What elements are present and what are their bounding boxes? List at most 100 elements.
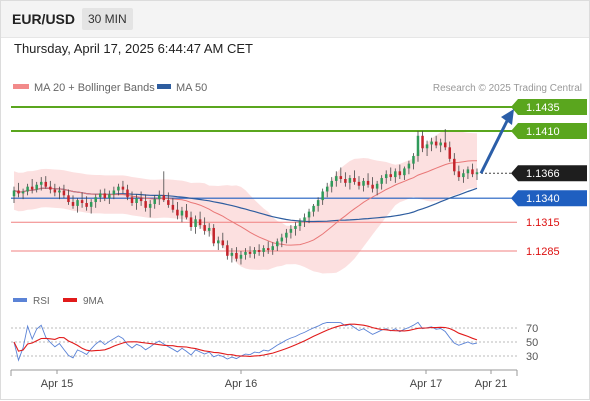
candle-body	[439, 142, 442, 146]
candle-body	[453, 158, 456, 172]
candle	[266, 241, 270, 254]
candle-body	[212, 227, 215, 244]
candle-body	[49, 186, 52, 190]
candle-body	[176, 209, 179, 216]
candle-body	[126, 189, 129, 198]
candle-body	[412, 155, 415, 164]
candle	[384, 170, 388, 184]
candle-body	[398, 171, 402, 176]
candle	[276, 238, 279, 251]
candle-body	[158, 195, 161, 200]
candle-body	[53, 189, 57, 193]
candle-body	[39, 181, 43, 185]
rsi-line	[13, 321, 478, 362]
candle-body	[103, 193, 107, 199]
candle	[412, 153, 415, 170]
candle-body	[276, 241, 279, 247]
candle	[439, 138, 442, 153]
level-label-1.1285: 1.1285	[526, 246, 560, 258]
candle-body	[44, 181, 48, 187]
candle	[153, 195, 156, 209]
candle-body	[207, 227, 211, 231]
candle	[167, 192, 170, 208]
candle	[453, 153, 456, 176]
x-tick-label: Apr 16	[225, 378, 257, 390]
candle-body	[244, 251, 247, 255]
candle	[416, 131, 420, 162]
candle	[280, 233, 284, 248]
candle	[217, 236, 220, 251]
bollinger-band-fill	[14, 130, 477, 274]
candle-body	[362, 180, 365, 186]
level-label-1.1366: 1.1366	[526, 168, 560, 180]
candlesticks	[12, 129, 479, 265]
candle-body	[203, 225, 206, 231]
candle	[58, 186, 61, 200]
candle-body	[21, 191, 25, 194]
candle-body	[339, 176, 343, 179]
candle	[17, 182, 20, 198]
candle	[362, 178, 365, 192]
candle-body	[221, 240, 225, 246]
candle	[443, 129, 447, 151]
candle-body	[217, 240, 220, 244]
rsi-ma-line	[13, 323, 478, 357]
candle-body	[380, 178, 383, 184]
candle	[139, 191, 143, 206]
timeframe-badge[interactable]: 30 MIN	[82, 8, 133, 30]
candle-body	[285, 232, 288, 238]
candle	[321, 188, 324, 205]
rsi-legend-swatch	[13, 298, 27, 302]
candle-body	[135, 198, 138, 203]
candle-body	[112, 190, 116, 195]
candle-body	[389, 174, 393, 178]
candle-body	[162, 195, 166, 201]
candle	[262, 245, 265, 257]
level-label-1.1340: 1.1340	[526, 193, 560, 205]
candle	[303, 213, 306, 227]
candle	[389, 167, 393, 181]
candle	[230, 248, 234, 263]
moving-averages	[13, 160, 478, 246]
candle	[12, 186, 16, 203]
candle	[126, 184, 129, 201]
candle	[271, 242, 274, 255]
candle-body	[466, 169, 470, 174]
candle	[71, 195, 75, 209]
candle	[448, 141, 452, 162]
projection-arrow	[479, 109, 514, 174]
rsi-legend-label: RSI	[33, 296, 50, 307]
ma50-legend-label: MA 50	[176, 82, 207, 94]
candle	[235, 247, 238, 262]
candle	[434, 135, 438, 149]
ma50-legend-swatch	[157, 84, 171, 89]
candle-body	[194, 219, 197, 227]
level-tag-1.1435	[511, 99, 587, 115]
x-tick-label: Apr 15	[41, 378, 73, 390]
level-label-1.1315: 1.1315	[526, 217, 560, 229]
candle-body	[394, 171, 397, 178]
rsi-tick-30: 30	[526, 351, 538, 363]
candle-body	[312, 205, 315, 212]
price-level-labels: 1.1435 1.1410 1.1366 1.1340 1.1315 1.1285	[511, 99, 587, 258]
candle-body	[180, 210, 184, 216]
candle	[471, 163, 474, 178]
candle-body	[443, 142, 447, 148]
level-tag-1.1340	[511, 190, 587, 207]
timestamp: Thursday, April 17, 2025 6:44:47 AM CET	[14, 41, 253, 56]
candle-body	[353, 178, 356, 182]
candle-body	[98, 193, 102, 198]
level-tag-1.1366	[511, 165, 587, 182]
rsi-ma-legend-swatch	[63, 298, 77, 302]
candle-body	[230, 252, 234, 256]
ma20-legend-swatch	[13, 84, 29, 89]
candle-body	[144, 201, 147, 208]
candle	[407, 160, 411, 175]
candle-body	[307, 211, 311, 218]
candle-body	[171, 204, 175, 210]
level-tag-1.1410	[511, 123, 587, 139]
candle	[85, 196, 88, 211]
candle	[457, 165, 461, 181]
candle	[112, 186, 116, 200]
